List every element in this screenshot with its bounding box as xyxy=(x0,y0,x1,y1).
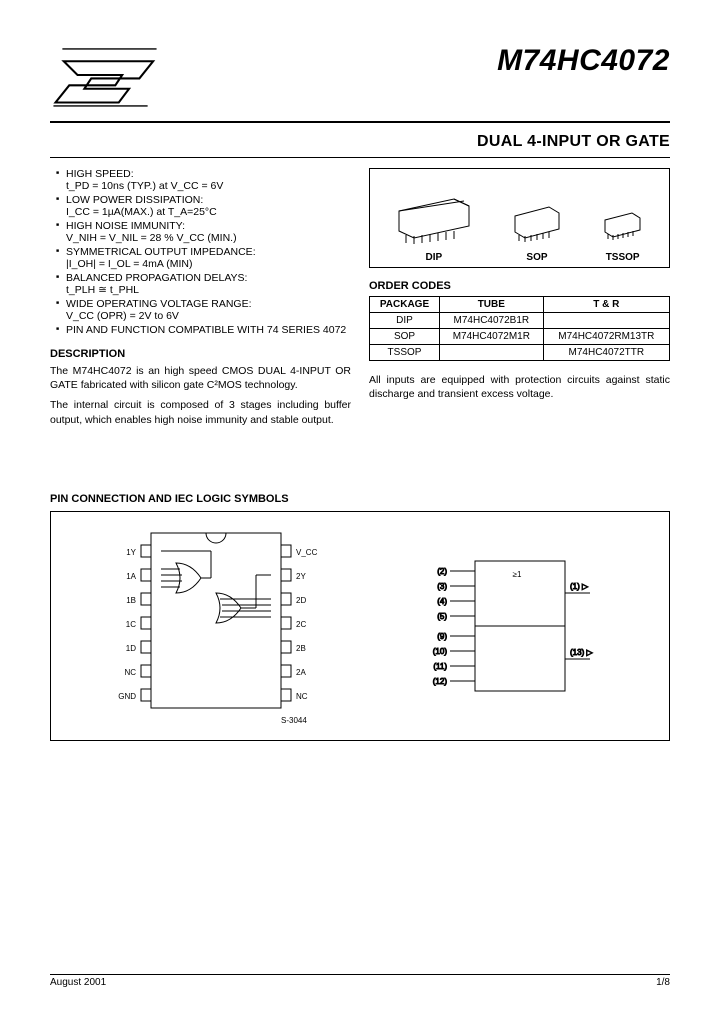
subtitle: DUAL 4-INPUT OR GATE xyxy=(50,133,670,151)
rule-top xyxy=(50,121,670,123)
svg-text:NC: NC xyxy=(296,692,308,701)
svg-text:1D: 1D xyxy=(125,644,135,653)
package-illustration: DIP SOP xyxy=(369,168,670,268)
svg-text:2C: 2C xyxy=(296,620,306,629)
package-label: SOP xyxy=(526,252,547,263)
svg-text:(9): (9) xyxy=(437,632,447,641)
right-column: DIP SOP xyxy=(369,168,670,433)
svg-text:≥1: ≥1 xyxy=(512,570,521,579)
pin-section: PIN CONNECTION AND IEC LOGIC SYMBOLS 1Y … xyxy=(50,493,670,741)
svg-text:V_CC: V_CC xyxy=(296,548,318,557)
svg-text:(4): (4) xyxy=(437,597,447,606)
svg-text:(2): (2) xyxy=(437,567,447,576)
feature-item: HIGH SPEED:t_PD = 10ns (TYP.) at V_CC = … xyxy=(56,168,351,192)
footer-page: 1/8 xyxy=(656,977,670,988)
svg-text:(1) ▷: (1) ▷ xyxy=(570,582,589,591)
pin-heading: PIN CONNECTION AND IEC LOGIC SYMBOLS xyxy=(50,493,670,505)
feature-item: WIDE OPERATING VOLTAGE RANGE:V_CC (OPR) … xyxy=(56,298,351,322)
description-p1: The M74HC4072 is an high speed CMOS DUAL… xyxy=(50,364,351,392)
table-row: DIP M74HC4072B1R xyxy=(370,313,670,329)
svg-text:2Y: 2Y xyxy=(296,572,306,581)
part-number: M74HC4072 xyxy=(497,44,670,78)
feature-item: SYMMETRICAL OUTPUT IMPEDANCE:|I_OH| = I_… xyxy=(56,246,351,270)
svg-text:GND: GND xyxy=(118,692,136,701)
table-row: TSSOP M74HC4072TTR xyxy=(370,345,670,361)
main-columns: HIGH SPEED:t_PD = 10ns (TYP.) at V_CC = … xyxy=(50,168,670,433)
feature-item: HIGH NOISE IMMUNITY:V_NIH = V_NIL = 28 %… xyxy=(56,220,351,244)
order-codes-heading: ORDER CODES xyxy=(369,280,670,292)
package-sop: SOP xyxy=(509,201,564,263)
col-tube: TUBE xyxy=(440,297,544,313)
table-row: SOP M74HC4072M1R M74HC4072RM13TR xyxy=(370,329,670,345)
left-column: HIGH SPEED:t_PD = 10ns (TYP.) at V_CC = … xyxy=(50,168,351,433)
svg-text:NC: NC xyxy=(124,668,136,677)
col-package: PACKAGE xyxy=(370,297,440,313)
feature-item: BALANCED PROPAGATION DELAYS:t_PLH ≅ t_PH… xyxy=(56,272,351,296)
svg-text:(3): (3) xyxy=(437,582,447,591)
pinout-diagram: 1Y 1A 1B 1C 1D NC GND V_CC 2Y 2D 2C 2B 2… xyxy=(96,523,336,728)
feature-item: PIN AND FUNCTION COMPATIBLE WITH 74 SERI… xyxy=(56,324,351,336)
svg-text:1B: 1B xyxy=(126,596,136,605)
features-list: HIGH SPEED:t_PD = 10ns (TYP.) at V_CC = … xyxy=(50,168,351,336)
iec-diagram: ≥1 (2) (3) (4) (5) (9) (10) (11) (12) (1… xyxy=(405,541,625,711)
description-heading: DESCRIPTION xyxy=(50,348,351,360)
package-tssop: TSSOP xyxy=(600,208,645,263)
rule-subtitle xyxy=(50,157,670,158)
svg-text:1Y: 1Y xyxy=(126,548,136,557)
svg-text:2A: 2A xyxy=(296,668,306,677)
svg-text:(11): (11) xyxy=(433,662,447,671)
package-label: DIP xyxy=(425,252,442,263)
feature-item: LOW POWER DISSIPATION:I_CC = 1µA(MAX.) a… xyxy=(56,194,351,218)
order-codes-table: PACKAGE TUBE T & R DIP M74HC4072B1R SOP … xyxy=(369,296,670,361)
svg-text:(5): (5) xyxy=(437,612,447,621)
col-tr: T & R xyxy=(543,297,669,313)
protection-note: All inputs are equipped with protection … xyxy=(369,373,670,401)
svg-text:1A: 1A xyxy=(126,572,136,581)
svg-text:(12): (12) xyxy=(432,677,447,686)
header: M74HC4072 xyxy=(50,40,670,115)
svg-text:(10): (10) xyxy=(432,647,447,656)
svg-text:(13) ▷: (13) ▷ xyxy=(570,648,593,657)
st-logo xyxy=(50,40,160,115)
description-p2: The internal circuit is composed of 3 st… xyxy=(50,398,351,426)
svg-text:2D: 2D xyxy=(296,596,306,605)
footer: August 2001 1/8 xyxy=(50,974,670,988)
package-dip: DIP xyxy=(394,191,474,263)
svg-text:1C: 1C xyxy=(125,620,135,629)
package-label: TSSOP xyxy=(606,252,640,263)
pin-diagrams: 1Y 1A 1B 1C 1D NC GND V_CC 2Y 2D 2C 2B 2… xyxy=(50,511,670,741)
svg-text:S-3044: S-3044 xyxy=(281,716,307,725)
table-row: PACKAGE TUBE T & R xyxy=(370,297,670,313)
svg-text:2B: 2B xyxy=(296,644,306,653)
footer-date: August 2001 xyxy=(50,977,106,988)
